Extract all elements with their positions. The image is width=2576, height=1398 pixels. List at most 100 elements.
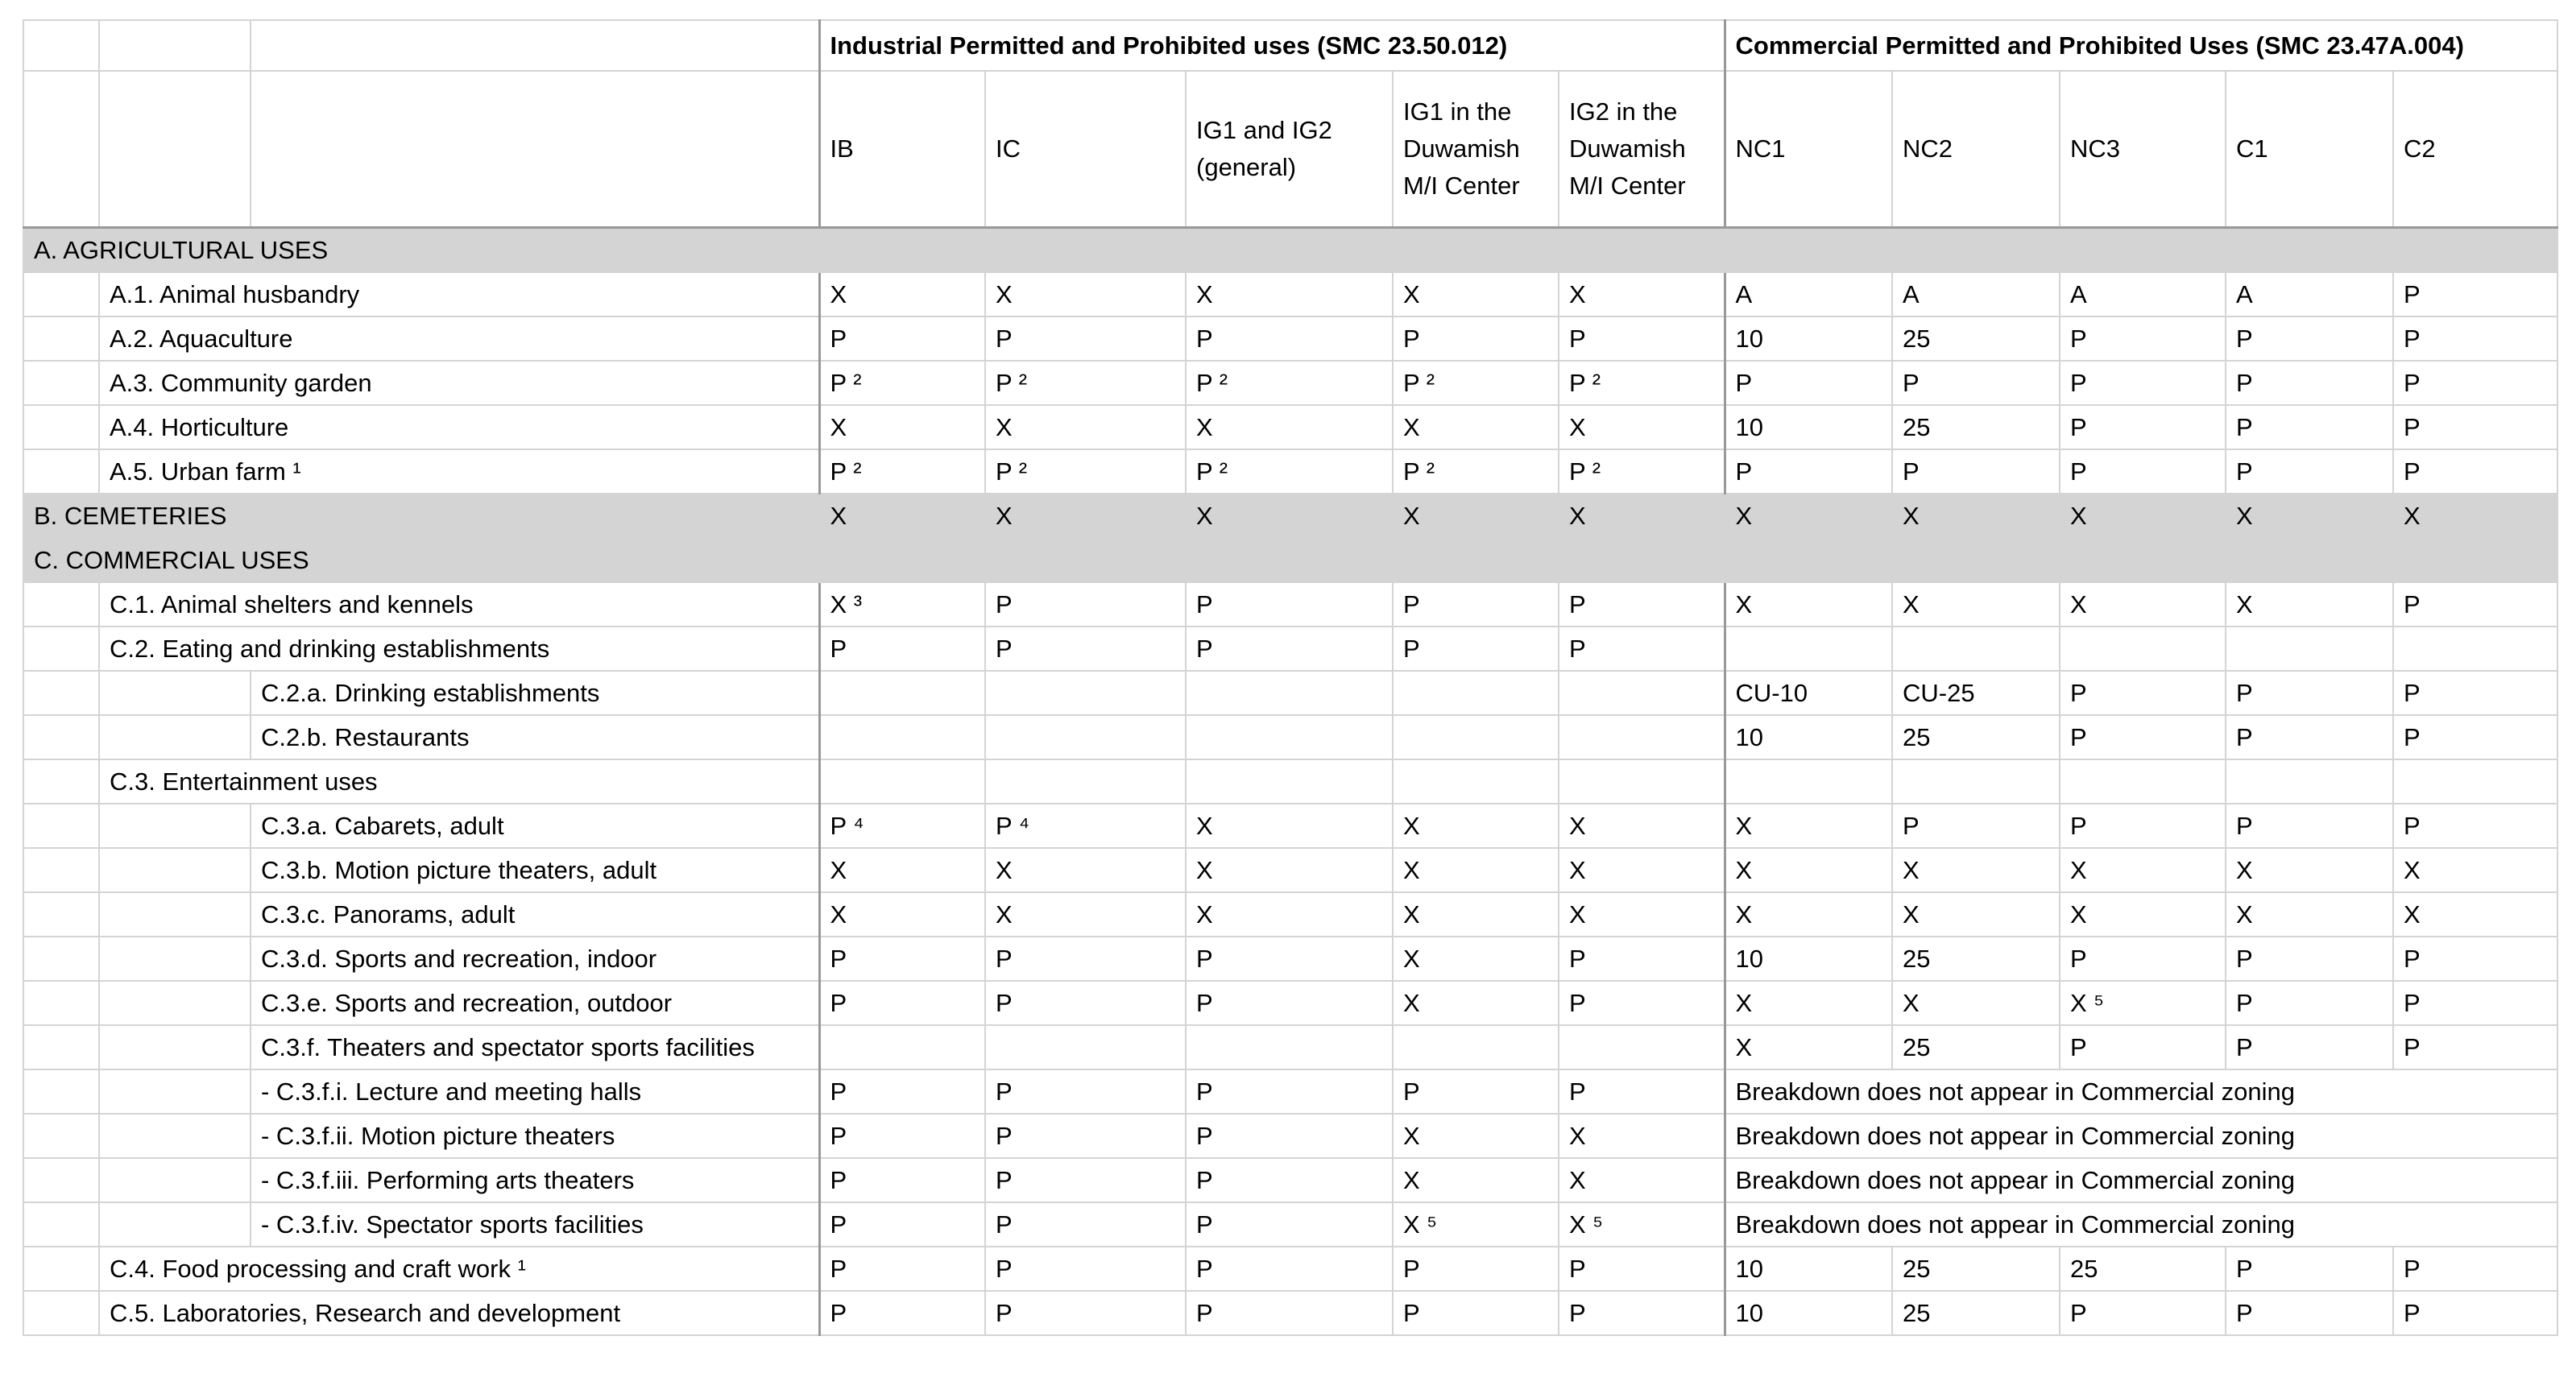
cell	[2392, 537, 2558, 583]
cell	[1185, 759, 1394, 804]
cell: X	[818, 891, 986, 937]
cell: P	[984, 581, 1187, 627]
table-body: Industrial Permitted and Prohibited uses…	[23, 19, 2558, 1336]
cell: X ⁵	[2059, 980, 2226, 1026]
cell	[1185, 714, 1394, 760]
cell: P	[2225, 803, 2394, 849]
cell: CU-10	[1723, 670, 1893, 716]
cell: P	[2225, 714, 2394, 760]
cell: A	[1891, 271, 2060, 317]
spreadsheet: Industrial Permitted and Prohibited uses…	[23, 19, 2558, 1336]
cell: P	[2392, 1290, 2558, 1336]
row: C.2.a. Drinking establishments CU-10 CU-25…	[23, 670, 2558, 716]
cell: X	[2392, 493, 2558, 539]
row: A.4. Horticulture X X X X X 10 25 P P P	[23, 404, 2558, 450]
row-label: C.3.d. Sports and recreation, indoor	[250, 936, 820, 982]
cell: P	[2392, 1246, 2558, 1292]
cell: X	[984, 847, 1187, 893]
cell	[2225, 626, 2394, 672]
cell: P	[2059, 714, 2226, 760]
cell: P	[1185, 1246, 1394, 1292]
row: A.1. Animal husbandry X X X X X A A A A P	[23, 271, 2558, 317]
cell	[23, 360, 100, 406]
cell: P	[984, 1069, 1187, 1115]
row-label: C.3.b. Motion picture theaters, adult	[250, 847, 820, 893]
cell: 25	[1891, 1290, 2060, 1336]
cell: 25	[1891, 1246, 2060, 1292]
cell: P	[2225, 449, 2394, 494]
cell	[23, 1069, 100, 1115]
cell: P	[984, 1202, 1187, 1247]
cell: X	[1891, 847, 2060, 893]
cell: P ²	[1392, 360, 1559, 406]
cell	[1392, 714, 1559, 760]
cell	[1558, 759, 1725, 804]
row: C.3.f. Theaters and spectator sports fac…	[23, 1024, 2558, 1070]
column-header: IB	[818, 70, 986, 229]
cell	[1891, 626, 2060, 672]
cell	[1185, 537, 1394, 583]
cell: P	[2392, 449, 2558, 494]
cell: X	[1392, 1113, 1559, 1159]
cell	[23, 1157, 100, 1203]
cell: 10	[1723, 714, 1893, 760]
cell: 10	[1723, 936, 1893, 982]
cell: P	[2225, 1024, 2394, 1070]
cell: P	[818, 1113, 986, 1159]
cell	[23, 626, 100, 672]
row: - C.3.f.ii. Motion picture theaters P P P X X…	[23, 1113, 2558, 1159]
cell: X	[1392, 803, 1559, 849]
cell: P	[2059, 936, 2226, 982]
cell	[98, 1069, 251, 1115]
cell: X ⁵	[1558, 1202, 1725, 1247]
cell: X	[2392, 891, 2558, 937]
cell: P	[2392, 404, 2558, 450]
cell	[23, 449, 100, 494]
row: - C.3.f.i. Lecture and meeting halls P P P P…	[23, 1069, 2558, 1115]
column-header: NC3	[2059, 70, 2226, 229]
cell	[1392, 226, 1559, 273]
cell: X	[984, 493, 1187, 539]
cell	[2392, 759, 2558, 804]
cell: X	[2059, 581, 2226, 627]
cell	[98, 670, 251, 716]
row-label: C.4. Food processing and craft work ¹	[98, 1246, 820, 1292]
cell: X	[2225, 581, 2394, 627]
cell	[2225, 759, 2394, 804]
cell: A	[1723, 271, 1893, 317]
cell: X	[1558, 1157, 1725, 1203]
column-header: NC1	[1723, 70, 1893, 229]
cell: X	[1558, 847, 1725, 893]
cell: X	[1558, 493, 1725, 539]
cell: X	[818, 493, 986, 539]
row-label: - C.3.f.i. Lecture and meeting halls	[250, 1069, 820, 1115]
cell: X	[1891, 891, 2060, 937]
cell	[98, 980, 251, 1026]
cell: P	[2392, 1024, 2558, 1070]
cell: P ²	[1558, 360, 1725, 406]
cell	[23, 803, 100, 849]
cell: 25	[1891, 1024, 2060, 1070]
row-label: C.2.a. Drinking establishments	[250, 670, 820, 716]
cell	[984, 759, 1187, 804]
cell: P	[1723, 449, 1893, 494]
row-label: C.3.e. Sports and recreation, outdoor	[250, 980, 820, 1026]
cell	[98, 714, 251, 760]
column-header-row: IB IC IG1 and IG2 (general) IG1 in the Duwa…	[23, 70, 2558, 229]
row-label: C.3.c. Panorams, adult	[250, 891, 820, 937]
cell: X ⁵	[1392, 1202, 1559, 1247]
cell	[98, 847, 251, 893]
cell: P	[984, 316, 1187, 362]
cell: P	[2392, 714, 2558, 760]
cell: P	[2392, 271, 2558, 317]
cell: P	[2225, 936, 2394, 982]
cell: P ⁴	[984, 803, 1187, 849]
cell	[98, 1157, 251, 1203]
cell	[1891, 759, 2060, 804]
cell	[1891, 537, 2060, 583]
cell	[818, 1024, 986, 1070]
cell	[818, 226, 986, 273]
cell: P ²	[984, 449, 1187, 494]
cell: P	[1723, 360, 1893, 406]
